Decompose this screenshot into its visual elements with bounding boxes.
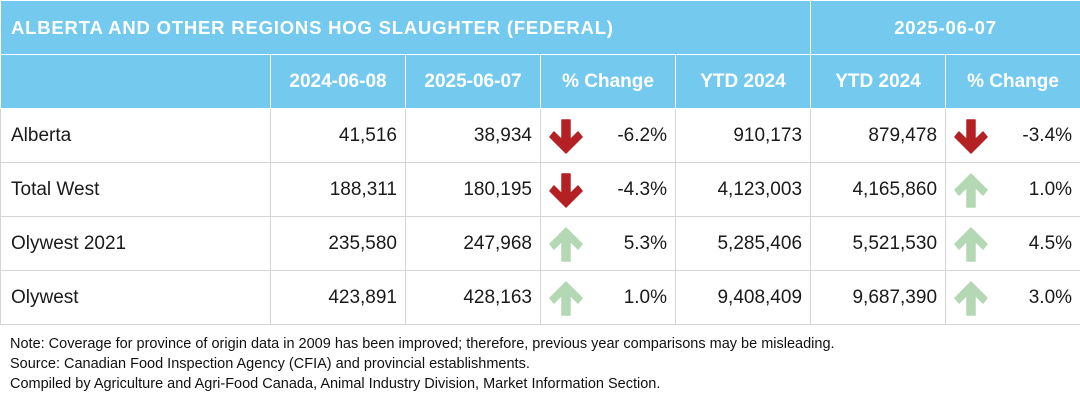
- prev-week-value: 41,516: [270, 108, 406, 163]
- arrow-up-icon: [954, 281, 988, 316]
- arrow-down-icon: [549, 173, 583, 208]
- week-change-value: -4.3%: [617, 178, 667, 200]
- ytd-curr-value: 9,687,390: [810, 270, 947, 325]
- title-row: ALBERTA AND OTHER REGIONS HOG SLAUGHTER …: [0, 0, 1080, 55]
- region-name: Olywest 2021: [0, 216, 271, 271]
- ytd-prev-value: 5,285,406: [674, 216, 812, 271]
- table-body: Alberta 41,516 38,934 -6.2% 910,173 879,478 -3…: [0, 108, 1080, 325]
- ytd-change-value: 3.0%: [1028, 286, 1073, 308]
- curr-week-value: 247,968: [405, 216, 541, 271]
- ytd-prev-value: 910,173: [674, 108, 812, 163]
- table-row: Alberta 41,516 38,934 -6.2% 910,173 879,478 -3…: [0, 108, 1080, 163]
- week-change: -4.3%: [540, 162, 676, 217]
- ytd-change: 1.0%: [945, 162, 1080, 217]
- curr-week-value: 180,195: [405, 162, 541, 217]
- column-header-ytd-prev: YTD 2024: [674, 54, 812, 109]
- prev-week-value: 235,580: [270, 216, 406, 271]
- curr-week-value: 38,934: [405, 108, 541, 163]
- week-change-value: 5.3%: [623, 232, 667, 254]
- week-change-value: -6.2%: [617, 124, 667, 146]
- arrow-down-icon: [549, 119, 583, 154]
- region-name: Total West: [0, 162, 271, 217]
- curr-week-value: 428,163: [405, 270, 541, 325]
- ytd-change-value: 1.0%: [1028, 178, 1073, 200]
- arrow-up-icon: [549, 227, 583, 262]
- ytd-curr-value: 5,521,530: [810, 216, 947, 271]
- column-header-row: 2024-06-08 2025-06-07 % Change YTD 2024 …: [0, 54, 1080, 109]
- slaughter-table: ALBERTA AND OTHER REGIONS HOG SLAUGHTER …: [0, 0, 1080, 325]
- arrow-up-icon: [549, 281, 583, 316]
- arrow-down-icon: [954, 119, 988, 154]
- week-change: 1.0%: [540, 270, 676, 325]
- footnotes: Note: Coverage for province of origin da…: [10, 334, 835, 394]
- table-title: ALBERTA AND OTHER REGIONS HOG SLAUGHTER …: [0, 0, 812, 55]
- column-header-curr-week: 2025-06-07: [405, 54, 541, 109]
- column-header-change: % Change: [540, 54, 676, 109]
- ytd-change-value: -3.4%: [1022, 124, 1073, 146]
- ytd-change-value: 4.5%: [1028, 232, 1073, 254]
- arrow-up-icon: [954, 173, 988, 208]
- region-name: Alberta: [0, 108, 271, 163]
- ytd-prev-value: 4,123,003: [674, 162, 812, 217]
- ytd-change: 3.0%: [945, 270, 1080, 325]
- region-name: Olywest: [0, 270, 271, 325]
- table-row: Total West 188,311 180,195 -4.3% 4,123,003 4,…: [0, 162, 1080, 217]
- column-header-region: [0, 54, 271, 109]
- column-header-prev-week: 2024-06-08: [270, 54, 406, 109]
- table-row: Olywest 2021 235,580 247,968 5.3% 5,285,406 5…: [0, 216, 1080, 271]
- column-header-ytd-curr: YTD 2024: [810, 54, 947, 109]
- report-date: 2025-06-07: [810, 0, 1080, 55]
- ytd-change: 4.5%: [945, 216, 1080, 271]
- footnote-compiled-by: Compiled by Agriculture and Agri-Food Ca…: [10, 376, 661, 392]
- column-header-ytd-change: % Change: [945, 54, 1080, 109]
- arrow-up-icon: [954, 227, 988, 262]
- week-change: -6.2%: [540, 108, 676, 163]
- ytd-change: -3.4%: [945, 108, 1080, 163]
- table-row: Olywest 423,891 428,163 1.0% 9,408,409 9,687,…: [0, 270, 1080, 325]
- week-change: 5.3%: [540, 216, 676, 271]
- week-change-value: 1.0%: [623, 286, 667, 308]
- footnote-source: Source: Canadian Food Inspection Agency …: [10, 356, 530, 372]
- prev-week-value: 188,311: [270, 162, 406, 217]
- ytd-curr-value: 879,478: [810, 108, 947, 163]
- ytd-curr-value: 4,165,860: [810, 162, 947, 217]
- footnote-coverage: Note: Coverage for province of origin da…: [10, 336, 835, 352]
- prev-week-value: 423,891: [270, 270, 406, 325]
- slaughter-report: ALBERTA AND OTHER REGIONS HOG SLAUGHTER …: [0, 0, 1080, 392]
- ytd-prev-value: 9,408,409: [674, 270, 812, 325]
